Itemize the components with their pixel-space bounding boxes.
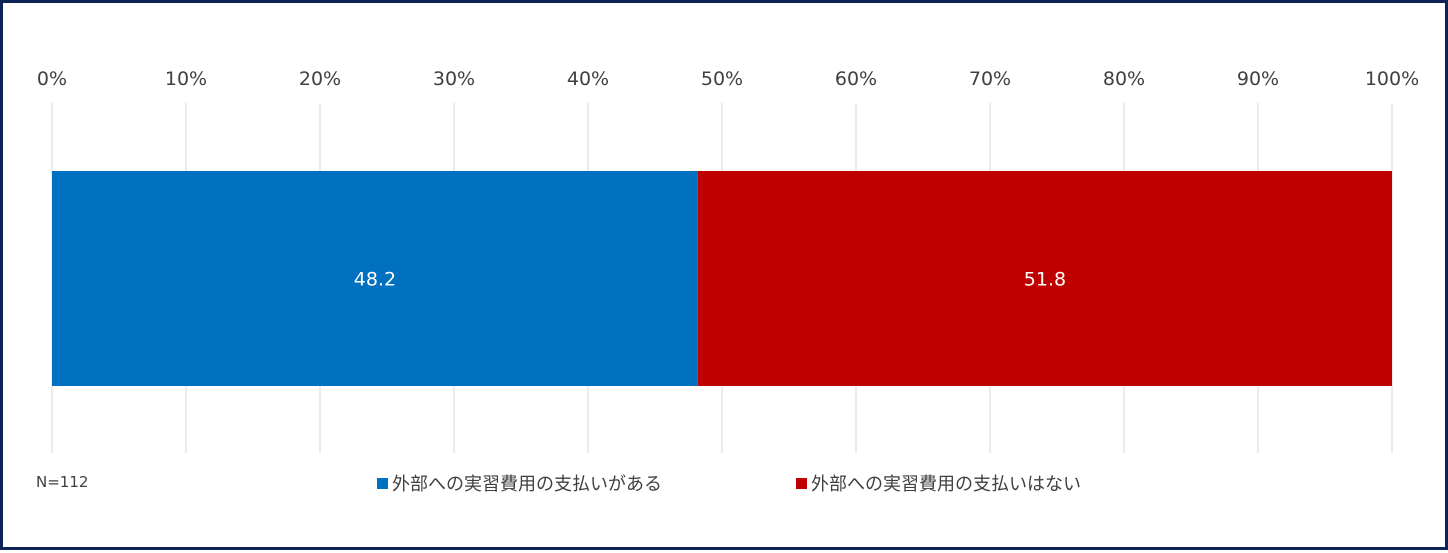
data-label-series-1: 48.2 <box>354 269 396 291</box>
legend-swatch <box>377 477 388 489</box>
data-label-series-2: 51.8 <box>1024 269 1066 291</box>
bar-segment-series-1 <box>52 171 698 386</box>
x-tick-label: 70% <box>969 68 1011 90</box>
x-tick-label: 90% <box>1237 68 1279 90</box>
legend-item-series-1: 外部への実習費用の支払いがある <box>377 470 662 496</box>
x-tick-label: 60% <box>835 68 877 90</box>
bar-segment-series-2 <box>697 171 1392 386</box>
legend-label: 外部への実習費用の支払いはない <box>811 474 1081 495</box>
legend-swatch <box>796 477 807 489</box>
x-tick-label: 80% <box>1103 68 1145 90</box>
x-tick-label: 20% <box>299 68 341 90</box>
x-tick-label: 40% <box>567 68 609 90</box>
stacked-bar-chart: 0% 10% 20% 30% 40% 50% 60% 70% 80% 90% 100% 48.2 51… <box>37 68 1419 453</box>
sample-size-note: N=112 <box>36 473 89 491</box>
x-tick-label: 10% <box>165 68 207 90</box>
legend-label: 外部への実習費用の支払いがある <box>392 474 662 495</box>
x-tick-label: 30% <box>433 68 475 90</box>
x-tick-label: 0% <box>37 68 67 90</box>
legend-item-series-2: 外部への実習費用の支払いはない <box>796 470 1081 496</box>
x-tick-label: 50% <box>701 68 743 90</box>
x-tick-label: 100% <box>1365 68 1419 90</box>
